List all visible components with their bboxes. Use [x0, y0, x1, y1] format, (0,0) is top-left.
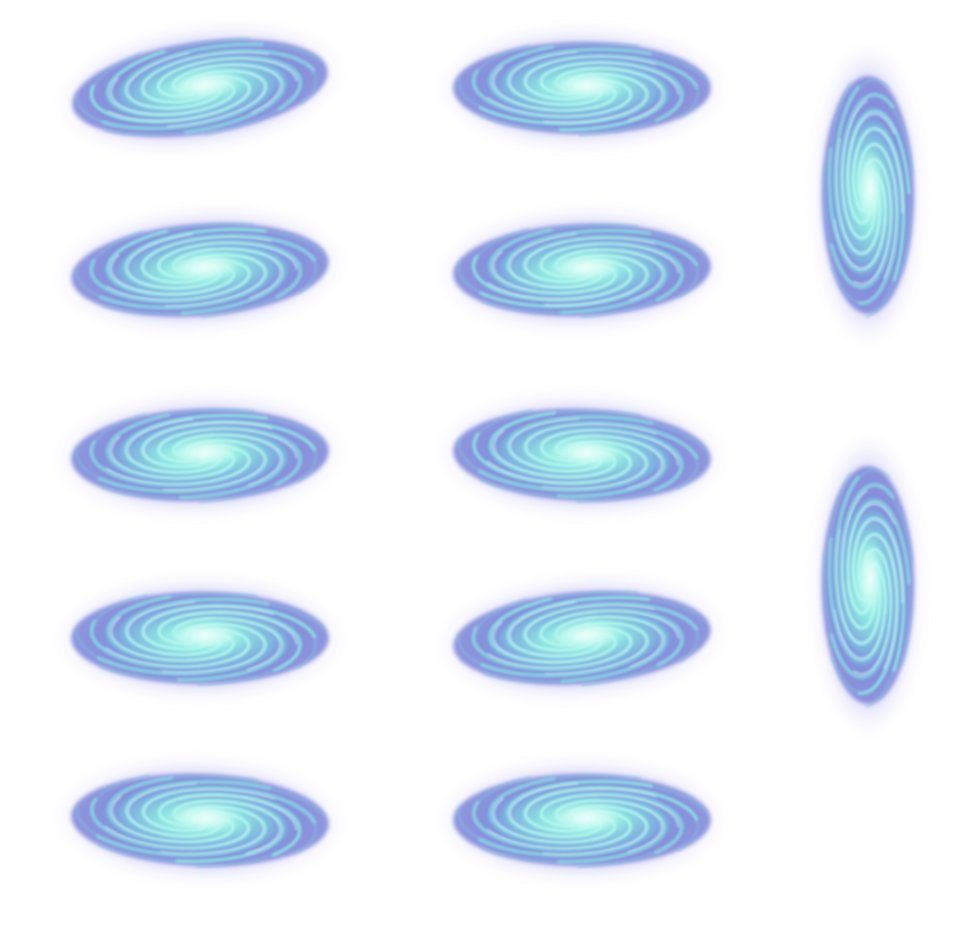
- vortex-frame-5: [53, 760, 347, 880]
- vortex-vertical-frame-2: [815, 429, 921, 741]
- vortex-frame-2: [53, 209, 347, 331]
- vortex-frame-9: [435, 577, 729, 699]
- frames-layer: [53, 25, 921, 880]
- vortex-frame-10: [435, 760, 729, 880]
- vortex-frame-4: [53, 578, 347, 698]
- vortex-frame-6: [435, 28, 729, 148]
- vortex-frame-7: [435, 210, 729, 330]
- vortex-frame-1: [54, 25, 346, 151]
- vortex-vertical-frame-1: [815, 39, 921, 351]
- vortex-frame-3: [53, 395, 347, 515]
- vortex-frame-8: [435, 395, 729, 515]
